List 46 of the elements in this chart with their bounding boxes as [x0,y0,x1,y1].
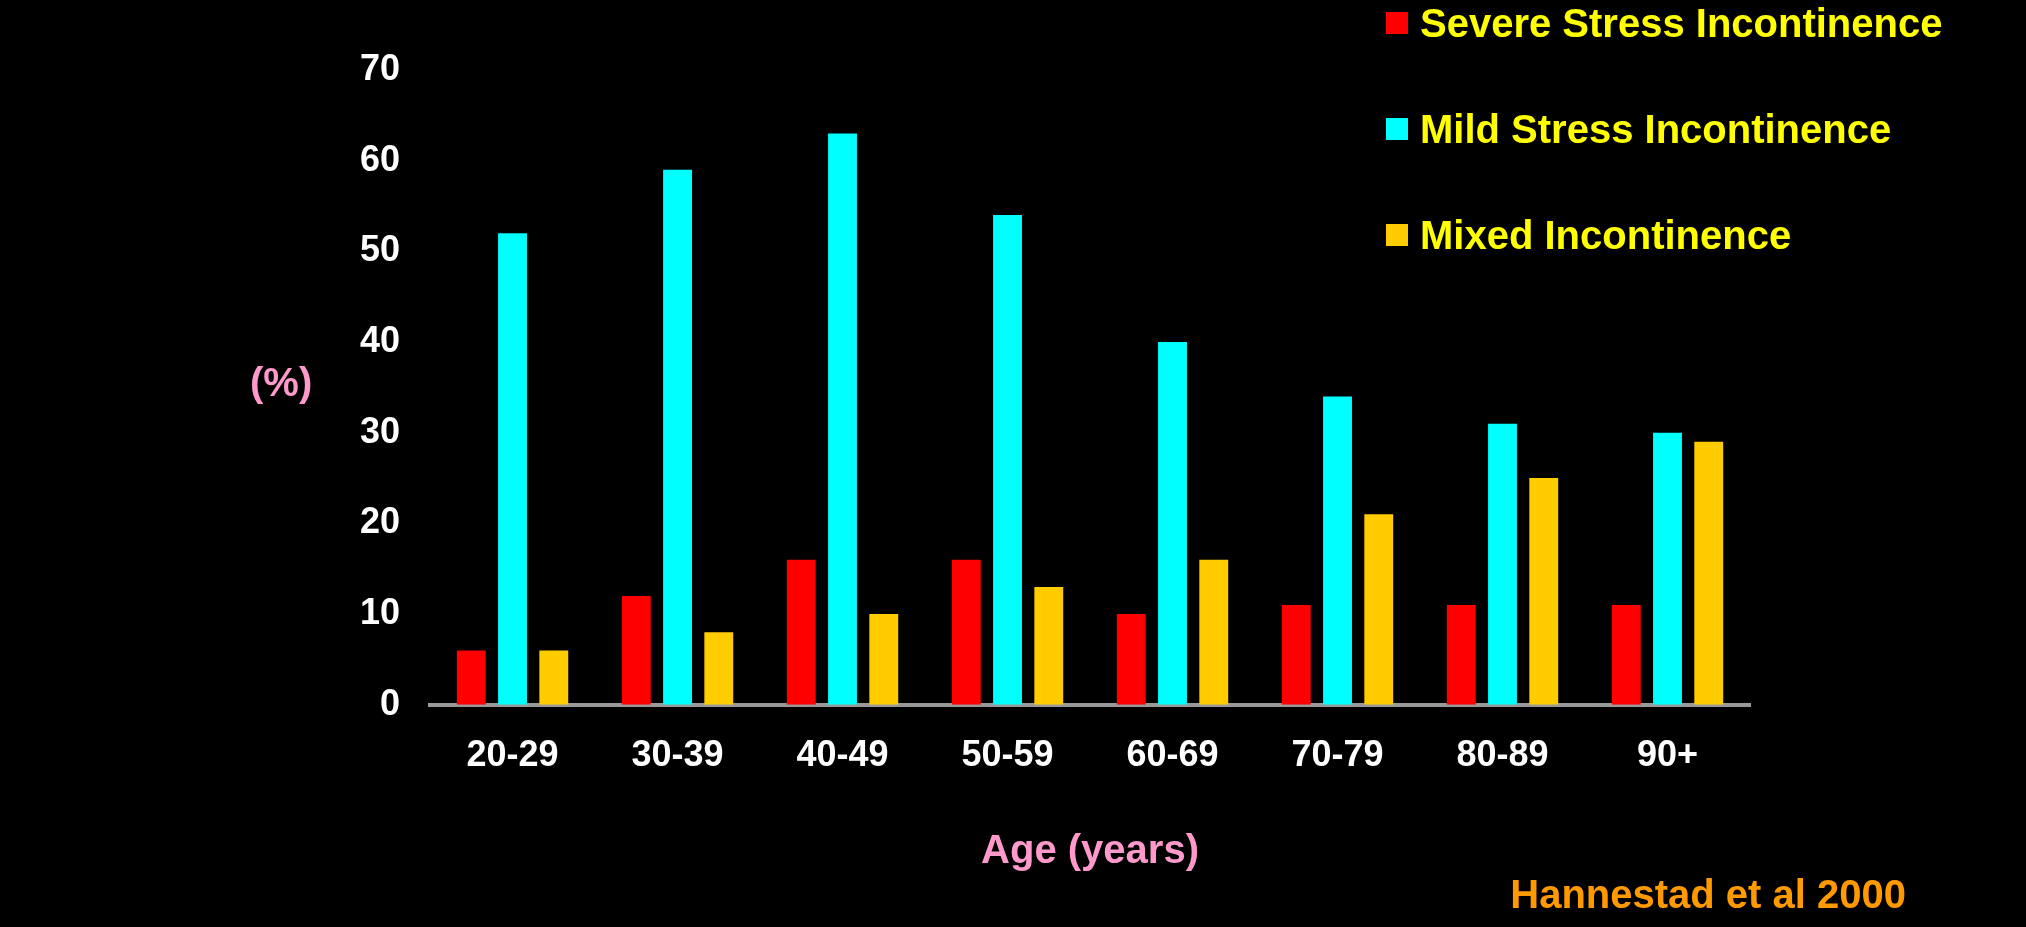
bar [828,133,857,705]
y-tick-label: 40 [360,318,401,360]
legend-label: Severe Stress Incontinence [1420,0,1943,46]
bar [951,559,981,705]
x-tick-label: 90+ [1636,733,1699,775]
legend-label: Mild Stress Incontinence [1420,106,1892,152]
x-tick-label: 30-39 [631,733,724,775]
bar [1611,605,1641,705]
bar [704,632,734,705]
bar [498,233,527,705]
bar [663,169,692,705]
x-tick-label: 70-79 [1291,733,1384,775]
y-tick-label: 30 [360,409,401,451]
bar [1694,441,1724,705]
x-tick-label: 20-29 [466,733,559,775]
bar [786,559,816,705]
bar [1653,432,1682,705]
bar [456,650,486,705]
bar [621,595,651,705]
legend-label: Mixed Incontinence [1420,212,1792,258]
bar [993,215,1022,705]
y-tick-label: 10 [360,591,401,633]
bar [539,650,569,705]
bar [1199,559,1229,705]
bar [1364,514,1394,705]
bar [1034,586,1064,705]
bar [1281,605,1311,705]
x-tick-label: 40-49 [796,733,889,775]
y-axis-title: (%) [250,360,313,405]
x-axis-title: Age (years) [981,827,1199,872]
bar [1488,423,1517,705]
y-tick-label: 70 [360,46,401,88]
bar [1529,478,1559,705]
bar [1446,605,1476,705]
text: Hannestad et al 2000 [1510,872,1906,917]
y-tick-label: 50 [360,228,401,270]
x-tick-label: 50-59 [961,733,1054,775]
bar [1158,342,1187,705]
y-tick-label: 60 [360,137,401,179]
bar [1323,396,1352,705]
y-tick-label: 0 [380,681,401,723]
bar [1116,614,1146,705]
x-tick-label: 80-89 [1456,733,1549,775]
x-tick-label: 60-69 [1126,733,1219,775]
y-tick-label: 20 [360,500,401,542]
bar [869,614,899,705]
